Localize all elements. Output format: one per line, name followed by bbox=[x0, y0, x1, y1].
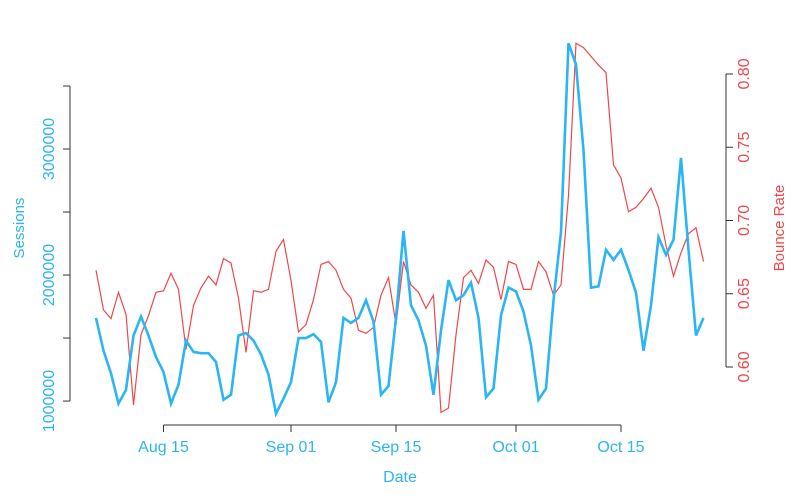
series-line bbox=[95, 42, 705, 414]
y2-axis-label: Bounce Rate bbox=[771, 185, 788, 272]
y-tick-label: 2000000 bbox=[41, 244, 58, 306]
y-axis-label: Sessions bbox=[11, 198, 28, 259]
y2-tick-label: 0.75 bbox=[736, 132, 753, 163]
y2-tick-label: 0.70 bbox=[736, 205, 753, 236]
y2-tick-label: 0.60 bbox=[736, 351, 753, 382]
x-tick-label: Aug 15 bbox=[138, 439, 189, 456]
x-tick-label: Sep 15 bbox=[371, 439, 422, 456]
x-tick-label: Sep 01 bbox=[266, 439, 317, 456]
y2-tick-label: 0.80 bbox=[736, 58, 753, 89]
x-tick-label: Oct 15 bbox=[597, 439, 644, 456]
series-line bbox=[94, 42, 705, 418]
y-tick-label: 3000000 bbox=[41, 118, 58, 180]
y-tick-label: 1000000 bbox=[41, 370, 58, 432]
y2-tick-label: 0.65 bbox=[736, 278, 753, 309]
x-axis-label: Date bbox=[383, 469, 417, 486]
x-tick-label: Oct 01 bbox=[492, 439, 539, 456]
